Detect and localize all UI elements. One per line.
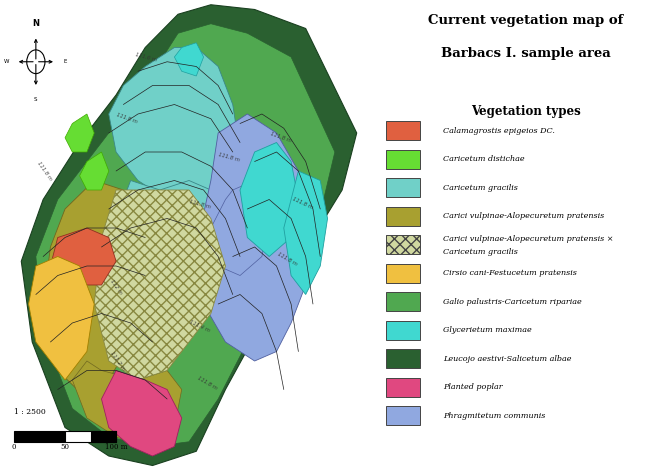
FancyBboxPatch shape — [386, 207, 420, 226]
FancyBboxPatch shape — [386, 235, 420, 254]
Text: 50: 50 — [60, 443, 70, 451]
Polygon shape — [211, 180, 269, 276]
FancyBboxPatch shape — [386, 349, 420, 368]
Text: 111.8 m: 111.8 m — [218, 152, 241, 162]
Polygon shape — [43, 180, 153, 399]
Text: Phragmitetum communis: Phragmitetum communis — [443, 412, 545, 419]
Text: Calamagrostis epigeios DC.: Calamagrostis epigeios DC. — [443, 127, 555, 134]
Text: Current vegetation map of: Current vegetation map of — [428, 14, 624, 27]
Text: 111.8 m: 111.8 m — [269, 131, 292, 143]
Text: Barbacs I. sample area: Barbacs I. sample area — [442, 48, 611, 60]
Polygon shape — [94, 190, 225, 380]
Text: Leucojo aestivi-Salicetum albae: Leucojo aestivi-Salicetum albae — [443, 355, 571, 362]
Text: W: W — [4, 59, 9, 64]
FancyBboxPatch shape — [386, 292, 420, 311]
Text: 111.8 m: 111.8 m — [196, 375, 217, 390]
Polygon shape — [240, 142, 298, 256]
Text: 111.8 m: 111.8 m — [189, 200, 211, 210]
Bar — [65, 431, 116, 442]
Bar — [90, 431, 116, 442]
Polygon shape — [80, 152, 109, 190]
Text: Planted poplar: Planted poplar — [443, 383, 502, 391]
Text: Carici vulpinae-Alopecuretum pratensis ×: Carici vulpinae-Alopecuretum pratensis × — [443, 235, 613, 243]
Text: 111.2 m: 111.2 m — [109, 351, 125, 371]
Text: 100 m: 100 m — [105, 443, 127, 451]
Text: E: E — [64, 59, 67, 64]
FancyBboxPatch shape — [386, 178, 420, 197]
Polygon shape — [36, 24, 335, 446]
Text: Vegetation types: Vegetation types — [471, 104, 581, 117]
Text: 111.8 m: 111.8 m — [291, 196, 313, 210]
Text: Carici vulpinae-Alopecuretum pratensis: Carici vulpinae-Alopecuretum pratensis — [443, 212, 604, 220]
Polygon shape — [65, 114, 94, 152]
FancyBboxPatch shape — [386, 150, 420, 169]
FancyBboxPatch shape — [386, 378, 420, 397]
Text: 111.4 m: 111.4 m — [189, 320, 211, 333]
FancyBboxPatch shape — [386, 406, 420, 425]
Text: 111.8 m: 111.8 m — [36, 161, 52, 181]
FancyBboxPatch shape — [386, 264, 420, 283]
Polygon shape — [109, 48, 240, 214]
Polygon shape — [109, 180, 225, 342]
Text: Glycerietum maximae: Glycerietum maximae — [443, 326, 531, 334]
Polygon shape — [196, 114, 313, 361]
Polygon shape — [50, 228, 116, 285]
Polygon shape — [284, 171, 328, 294]
Text: Galio palustris-Caricetum ripariae: Galio palustris-Caricetum ripariae — [443, 298, 581, 305]
Polygon shape — [102, 370, 182, 456]
Text: Caricetum distichae: Caricetum distichae — [443, 155, 524, 163]
Text: 112 m: 112 m — [109, 279, 122, 295]
Text: Caricetum gracilis: Caricetum gracilis — [443, 184, 518, 191]
Text: 1 : 2500: 1 : 2500 — [14, 408, 45, 416]
Text: Cirsio cani-Festucetum pratensis: Cirsio cani-Festucetum pratensis — [443, 269, 577, 277]
Text: 111.8 m: 111.8 m — [276, 252, 298, 267]
FancyBboxPatch shape — [386, 321, 420, 340]
Text: S: S — [34, 97, 37, 102]
Text: 0: 0 — [12, 443, 16, 451]
FancyBboxPatch shape — [386, 121, 420, 140]
Text: N: N — [32, 19, 39, 28]
Polygon shape — [29, 256, 94, 380]
Text: 111.8 m: 111.8 m — [116, 112, 138, 124]
Polygon shape — [21, 5, 357, 466]
Text: 111.6 m: 111.6 m — [134, 52, 157, 63]
Polygon shape — [72, 361, 182, 446]
Text: Caricetum gracilis: Caricetum gracilis — [443, 248, 518, 256]
Bar — [14, 431, 65, 442]
Polygon shape — [175, 43, 203, 76]
